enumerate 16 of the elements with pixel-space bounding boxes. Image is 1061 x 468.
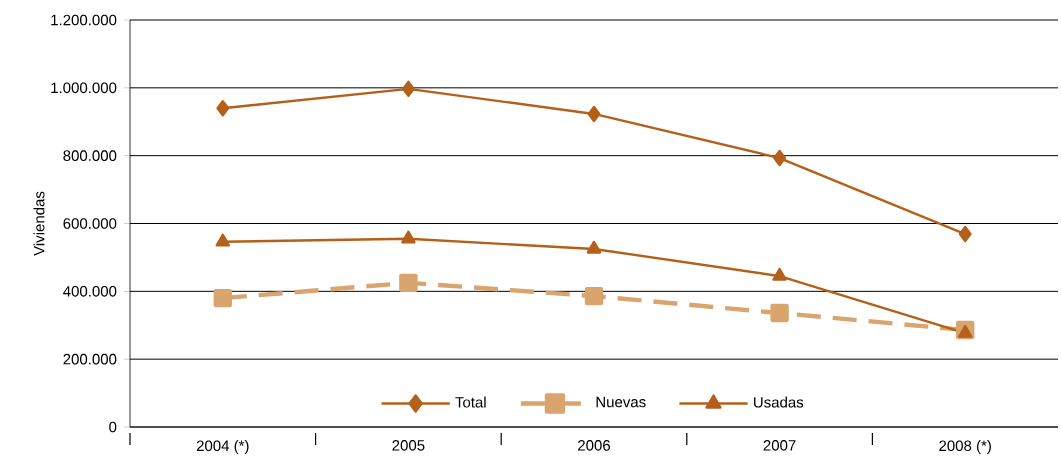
x-tick-label: 2007 — [763, 440, 796, 451]
y-tick-label: 1.000.000 — [51, 82, 117, 94]
legend-label: Total — [455, 396, 486, 408]
y-tick-label: 1.200.000 — [51, 14, 117, 26]
y-tick-label: 600.000 — [63, 218, 117, 229]
legend-label: Usadas — [754, 396, 804, 408]
x-tick-label: 2006 — [578, 440, 611, 451]
x-tick-label: 2005 — [392, 440, 425, 451]
y-tick-label: 200.000 — [63, 353, 117, 365]
y-tick-label: 400.000 — [63, 286, 117, 297]
y-axis-title: Viviendas — [33, 191, 45, 256]
y-tick-label: 800.000 — [63, 150, 117, 161]
x-tick-label: 2008 (*) — [939, 440, 991, 455]
legend-label: Nuevas — [596, 396, 646, 408]
y-tick-label: 0 — [109, 421, 117, 433]
x-tick-label: 2004 (*) — [196, 440, 249, 455]
